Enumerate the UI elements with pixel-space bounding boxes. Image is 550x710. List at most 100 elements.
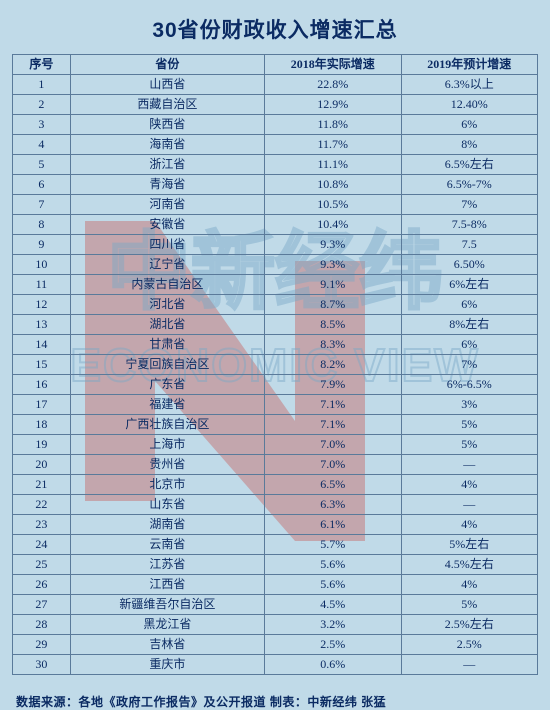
table-cell: 7: [13, 195, 71, 215]
table-cell: 贵州省: [70, 455, 264, 475]
table-cell: 20: [13, 455, 71, 475]
table-cell: 山东省: [70, 495, 264, 515]
table-cell: 广西壮族自治区: [70, 415, 264, 435]
table-cell: 12.40%: [401, 95, 538, 115]
table-row: 27新疆维吾尔自治区4.5%5%: [13, 595, 538, 615]
table-cell: 7.9%: [265, 375, 402, 395]
table-cell: 8%左右: [401, 315, 538, 335]
table-cell: 10.4%: [265, 215, 402, 235]
table-cell: 5.7%: [265, 535, 402, 555]
table-cell: 辽宁省: [70, 255, 264, 275]
table-cell: 山西省: [70, 75, 264, 95]
table-cell: 26: [13, 575, 71, 595]
table-cell: 13: [13, 315, 71, 335]
table-cell: 5%: [401, 435, 538, 455]
table-cell: 9: [13, 235, 71, 255]
table-cell: 8.3%: [265, 335, 402, 355]
table-cell: 21: [13, 475, 71, 495]
table-cell: 7.1%: [265, 395, 402, 415]
table-row: 7河南省10.5%7%: [13, 195, 538, 215]
table-cell: 25: [13, 555, 71, 575]
table-cell: 15: [13, 355, 71, 375]
table-row: 6青海省10.8%6.5%-7%: [13, 175, 538, 195]
table-cell: 12: [13, 295, 71, 315]
table-cell: 22: [13, 495, 71, 515]
table-row: 9四川省9.3%7.5: [13, 235, 538, 255]
table-row: 17福建省7.1%3%: [13, 395, 538, 415]
data-table: 序号 省份 2018年实际增速 2019年预计增速 1山西省22.8%6.3%以…: [12, 54, 538, 675]
table-cell: 内蒙古自治区: [70, 275, 264, 295]
table-cell: 27: [13, 595, 71, 615]
table-cell: 7.5-8%: [401, 215, 538, 235]
table-cell: 5.6%: [265, 555, 402, 575]
table-cell: 6%: [401, 295, 538, 315]
table-cell: 湖北省: [70, 315, 264, 335]
table-cell: 河南省: [70, 195, 264, 215]
table-cell: 湖南省: [70, 515, 264, 535]
table-cell: 2.5%: [401, 635, 538, 655]
table-cell: 安徽省: [70, 215, 264, 235]
table-cell: 5%左右: [401, 535, 538, 555]
table-cell: 2: [13, 95, 71, 115]
table-cell: 河北省: [70, 295, 264, 315]
table-cell: 4%: [401, 575, 538, 595]
table-cell: 12.9%: [265, 95, 402, 115]
table-cell: 6.5%左右: [401, 155, 538, 175]
table-cell: 甘肃省: [70, 335, 264, 355]
table-cell: 29: [13, 635, 71, 655]
table-cell: 7.5: [401, 235, 538, 255]
table-cell: 宁夏回族自治区: [70, 355, 264, 375]
table-cell: 8.5%: [265, 315, 402, 335]
table-row: 14甘肃省8.3%6%: [13, 335, 538, 355]
table-row: 15宁夏回族自治区8.2%7%: [13, 355, 538, 375]
table-row: 1山西省22.8%6.3%以上: [13, 75, 538, 95]
table-cell: 四川省: [70, 235, 264, 255]
col-header-prov: 省份: [70, 55, 264, 75]
table-cell: 海南省: [70, 135, 264, 155]
table-cell: 10.8%: [265, 175, 402, 195]
table-row: 10辽宁省9.3%6.50%: [13, 255, 538, 275]
table-cell: 7.0%: [265, 455, 402, 475]
table-cell: 6.50%: [401, 255, 538, 275]
table-row: 19上海市7.0%5%: [13, 435, 538, 455]
table-row: 28黑龙江省3.2%2.5%左右: [13, 615, 538, 635]
table-cell: 新疆维吾尔自治区: [70, 595, 264, 615]
table-row: 11内蒙古自治区9.1%6%左右: [13, 275, 538, 295]
table-cell: 8%: [401, 135, 538, 155]
data-table-wrap: 序号 省份 2018年实际增速 2019年预计增速 1山西省22.8%6.3%以…: [0, 54, 550, 675]
table-cell: 0.6%: [265, 655, 402, 675]
table-cell: 6.1%: [265, 515, 402, 535]
table-cell: 浙江省: [70, 155, 264, 175]
table-cell: 8.2%: [265, 355, 402, 375]
table-cell: 7%: [401, 355, 538, 375]
table-cell: 11.8%: [265, 115, 402, 135]
table-row: 5浙江省11.1%6.5%左右: [13, 155, 538, 175]
table-cell: 19: [13, 435, 71, 455]
table-cell: 5%: [401, 415, 538, 435]
table-cell: 6%-6.5%: [401, 375, 538, 395]
table-cell: —: [401, 495, 538, 515]
table-cell: —: [401, 455, 538, 475]
table-row: 22山东省6.3%—: [13, 495, 538, 515]
table-row: 3陕西省11.8%6%: [13, 115, 538, 135]
table-cell: 2.5%: [265, 635, 402, 655]
table-cell: 6%: [401, 115, 538, 135]
table-cell: 16: [13, 375, 71, 395]
table-cell: 5: [13, 155, 71, 175]
table-cell: 陕西省: [70, 115, 264, 135]
table-cell: 重庆市: [70, 655, 264, 675]
table-cell: 4.5%左右: [401, 555, 538, 575]
table-cell: 6%: [401, 335, 538, 355]
table-cell: 6.3%以上: [401, 75, 538, 95]
table-cell: 青海省: [70, 175, 264, 195]
table-cell: 1: [13, 75, 71, 95]
table-cell: 5%: [401, 595, 538, 615]
table-cell: 28: [13, 615, 71, 635]
table-cell: 西藏自治区: [70, 95, 264, 115]
table-cell: 7%: [401, 195, 538, 215]
table-row: 18广西壮族自治区7.1%5%: [13, 415, 538, 435]
col-header-2018: 2018年实际增速: [265, 55, 402, 75]
table-row: 24云南省5.7%5%左右: [13, 535, 538, 555]
table-cell: 5.6%: [265, 575, 402, 595]
table-cell: 2.5%左右: [401, 615, 538, 635]
